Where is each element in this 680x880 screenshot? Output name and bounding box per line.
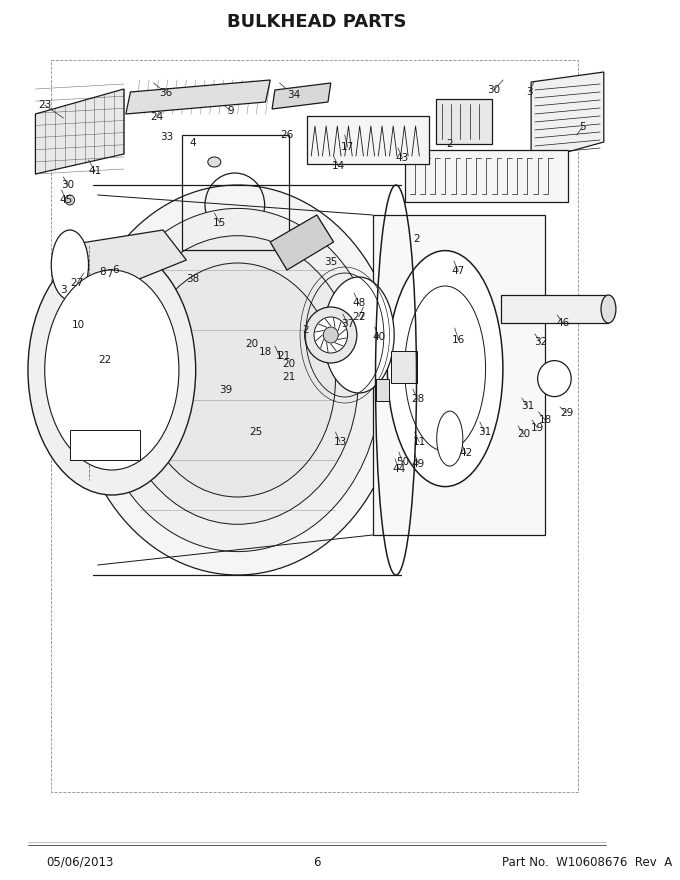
Text: 1: 1: [276, 351, 283, 361]
Text: 43: 43: [396, 153, 409, 163]
Text: 23: 23: [38, 100, 52, 110]
Text: 30: 30: [488, 85, 500, 95]
Text: 3: 3: [526, 87, 532, 97]
Ellipse shape: [305, 307, 357, 363]
Text: 10: 10: [71, 320, 85, 330]
Text: 20: 20: [517, 429, 530, 439]
Bar: [501, 295, 609, 323]
Bar: [307, 116, 428, 164]
Bar: [373, 215, 545, 535]
Text: 14: 14: [332, 161, 345, 171]
Ellipse shape: [388, 251, 503, 487]
Text: 44: 44: [392, 464, 405, 474]
Ellipse shape: [75, 185, 401, 575]
Polygon shape: [531, 72, 604, 162]
Text: BULKHEAD PARTS: BULKHEAD PARTS: [227, 13, 407, 31]
Text: 28: 28: [411, 394, 424, 404]
Text: 27: 27: [352, 312, 365, 322]
Text: 22: 22: [99, 355, 112, 365]
Text: 2: 2: [413, 234, 420, 244]
Ellipse shape: [94, 209, 381, 552]
Ellipse shape: [323, 327, 338, 343]
Text: 3: 3: [60, 285, 67, 295]
Text: 13: 13: [333, 437, 347, 447]
Ellipse shape: [208, 157, 221, 167]
Text: 21: 21: [277, 351, 291, 361]
Ellipse shape: [117, 236, 358, 524]
Text: 20: 20: [282, 359, 295, 369]
Ellipse shape: [28, 245, 196, 495]
Ellipse shape: [437, 411, 463, 466]
Bar: [405, 150, 568, 202]
Polygon shape: [35, 89, 124, 174]
Text: 49: 49: [412, 459, 425, 469]
Polygon shape: [56, 230, 186, 290]
Polygon shape: [270, 215, 334, 270]
Text: 6: 6: [313, 855, 320, 869]
Text: 36: 36: [159, 88, 173, 98]
Text: 34: 34: [287, 90, 300, 100]
Text: 2: 2: [303, 325, 309, 335]
Text: 27: 27: [71, 278, 84, 288]
Text: 16: 16: [452, 335, 465, 345]
Text: 48: 48: [352, 298, 365, 308]
Bar: [182, 135, 289, 250]
Text: 9: 9: [228, 106, 235, 116]
Polygon shape: [70, 430, 140, 460]
Text: 18: 18: [259, 347, 272, 357]
Text: 24: 24: [150, 112, 163, 122]
Text: 4: 4: [190, 138, 197, 148]
Text: 11: 11: [413, 437, 426, 447]
Text: 31: 31: [521, 401, 534, 411]
Text: 6: 6: [112, 265, 119, 275]
Text: 50: 50: [396, 457, 409, 467]
Text: 25: 25: [250, 427, 263, 437]
Text: 2: 2: [358, 312, 365, 322]
Ellipse shape: [405, 286, 486, 451]
Text: 17: 17: [341, 142, 354, 152]
Ellipse shape: [51, 230, 88, 300]
Text: 26: 26: [280, 130, 294, 140]
Text: 37: 37: [341, 319, 354, 329]
Text: 42: 42: [459, 448, 473, 458]
Text: 15: 15: [214, 218, 226, 228]
Text: 5: 5: [579, 122, 585, 132]
Circle shape: [65, 195, 75, 205]
Bar: [436, 99, 492, 144]
Polygon shape: [272, 83, 330, 109]
Text: 05/06/2013: 05/06/2013: [47, 855, 114, 869]
Text: 7: 7: [105, 269, 112, 279]
Polygon shape: [126, 80, 270, 114]
Text: 30: 30: [61, 180, 75, 190]
Ellipse shape: [314, 317, 347, 353]
Text: 32: 32: [534, 337, 547, 347]
Bar: [375, 379, 388, 401]
Text: 38: 38: [186, 274, 199, 284]
Text: 29: 29: [560, 408, 573, 418]
Ellipse shape: [538, 361, 571, 397]
Text: 2: 2: [447, 139, 454, 149]
Text: 47: 47: [452, 266, 465, 276]
Ellipse shape: [45, 270, 179, 470]
Ellipse shape: [140, 263, 335, 497]
Text: 35: 35: [324, 257, 337, 267]
Text: 41: 41: [88, 166, 102, 176]
Text: 21: 21: [282, 372, 296, 382]
Bar: [392, 351, 418, 383]
Text: 19: 19: [531, 423, 544, 433]
Text: 40: 40: [373, 332, 386, 342]
Ellipse shape: [601, 295, 616, 323]
Ellipse shape: [323, 277, 394, 393]
Text: 31: 31: [478, 427, 491, 437]
Text: 46: 46: [556, 318, 569, 328]
Text: 20: 20: [245, 339, 258, 349]
Text: 18: 18: [539, 415, 551, 425]
Text: 39: 39: [219, 385, 232, 395]
Text: 45: 45: [60, 195, 73, 205]
Text: Part No.  W10608676  Rev  A: Part No. W10608676 Rev A: [502, 855, 672, 869]
Text: 8: 8: [99, 267, 106, 277]
Text: 33: 33: [160, 132, 173, 142]
